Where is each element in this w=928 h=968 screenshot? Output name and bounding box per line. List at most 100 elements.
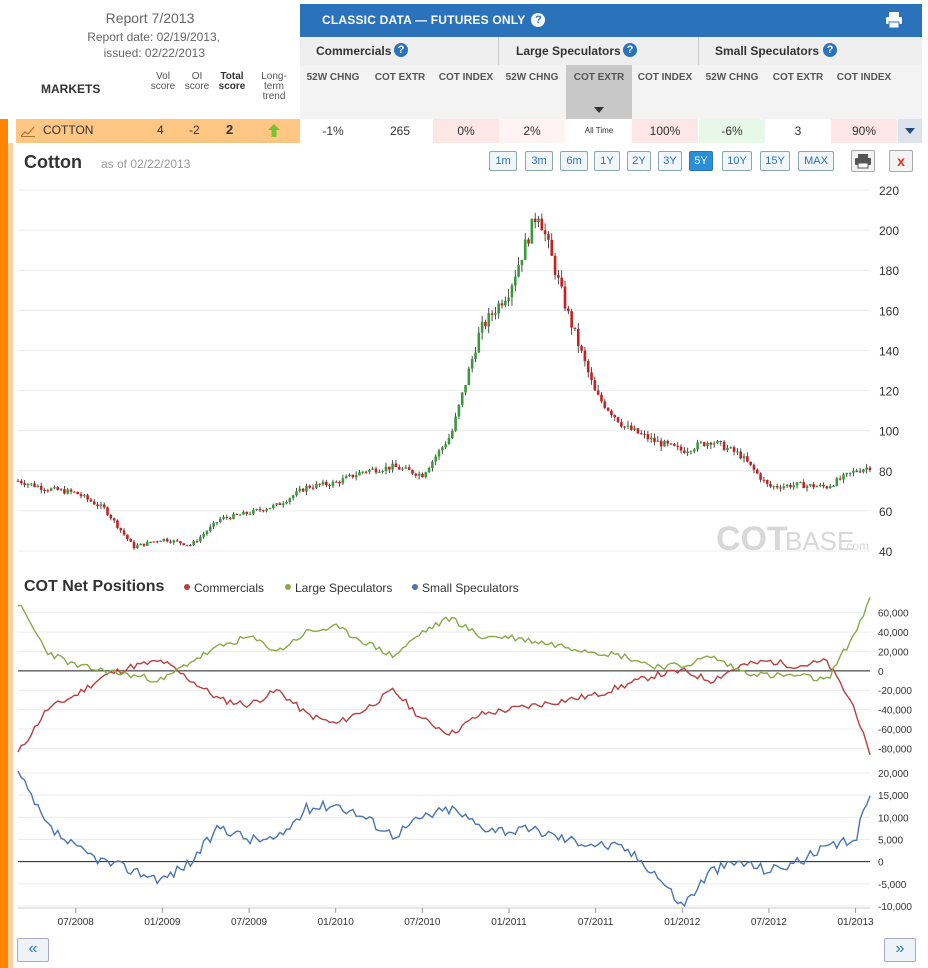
candle-body [192, 541, 196, 546]
candle-body [175, 540, 179, 542]
subheader-7[interactable]: COT EXTR [772, 72, 824, 83]
candle-body [643, 433, 646, 435]
subheader-6[interactable]: 52W CHNG [705, 72, 759, 83]
row-value-7: 3 [765, 119, 831, 143]
candle-body [852, 470, 855, 473]
range-button-1m[interactable]: 1m [489, 151, 517, 171]
price-y-tick: 120 [879, 385, 899, 399]
range-button-5y[interactable]: 5Y [689, 151, 713, 171]
candle-body [779, 487, 782, 489]
double-chevron-left-icon: « [28, 940, 38, 957]
candle-body [265, 509, 268, 511]
price-y-tick: 40 [879, 545, 893, 559]
candle-body [291, 495, 295, 499]
large-speculators-line [17, 597, 871, 683]
print-icon[interactable] [884, 10, 904, 30]
candle-body [683, 450, 686, 453]
range-button-2y[interactable]: 2Y [627, 151, 651, 171]
subheader-8[interactable]: COT INDEX [836, 72, 892, 83]
market-row-cotton[interactable]: COTTON 4 -2 2 [16, 119, 300, 143]
vol-score-header[interactable]: Vol score [150, 71, 176, 92]
subheader-1[interactable]: COT EXTR [374, 72, 426, 83]
candle-body [765, 480, 769, 484]
row-value-8: 90% [831, 119, 897, 143]
candle-body [252, 509, 255, 514]
small-y-tick: 10,000 [878, 813, 909, 824]
candle-body [772, 486, 776, 488]
candle-body [99, 504, 103, 507]
candle-body [378, 471, 381, 473]
legend-marker [412, 584, 418, 590]
range-button-10y[interactable]: 10Y [722, 151, 752, 171]
candle-body [116, 520, 119, 528]
x-tick-label: 07/2011 [578, 917, 614, 928]
help-icon[interactable]: ? [394, 43, 408, 57]
total-score: 2 [226, 122, 234, 137]
chart-close-button[interactable]: x [889, 150, 913, 172]
candle-body [344, 476, 348, 479]
candle-body [460, 392, 464, 405]
candle-body [606, 407, 610, 411]
candle-body [858, 471, 862, 473]
subheader-0[interactable]: 52W CHNG [306, 72, 360, 83]
candle-body [610, 410, 613, 416]
candle-body [53, 487, 56, 489]
row-expand-toggle[interactable] [898, 119, 922, 143]
price-y-tick: 80 [879, 465, 893, 479]
group-large-speculators: Large Speculators? [499, 37, 699, 65]
chart-left-accent-light [8, 143, 13, 968]
candle-body [39, 485, 43, 490]
candle-body [580, 346, 583, 351]
candle-body [567, 308, 570, 312]
range-button-max[interactable]: MAX [798, 151, 834, 171]
candle-body [295, 491, 298, 496]
total-score-header[interactable]: Total score [218, 71, 246, 92]
markets-column-header[interactable]: MARKETS [41, 82, 101, 96]
candle-body [414, 473, 418, 476]
candle-body [444, 444, 447, 448]
range-button-6m[interactable]: 6m [560, 151, 588, 171]
candle-body [417, 473, 421, 476]
candle-body [242, 511, 245, 515]
subheader-4[interactable]: COT EXTR [573, 72, 625, 83]
scroll-right-button[interactable]: » [884, 938, 916, 962]
help-icon[interactable]: ? [531, 13, 546, 27]
range-button-3m[interactable]: 3m [525, 151, 553, 171]
candle-body [500, 303, 504, 306]
candle-body [818, 484, 822, 487]
candle-body [487, 313, 491, 327]
subheader-5[interactable]: COT INDEX [637, 72, 693, 83]
oi-score-header[interactable]: OI score [184, 71, 210, 92]
scroll-left-button[interactable]: « [17, 938, 49, 962]
trend-header[interactable]: Long-term trend [261, 71, 287, 102]
candle-body [626, 425, 630, 427]
candle-body [454, 416, 457, 431]
range-button-3y[interactable]: 3Y [658, 151, 682, 171]
candle-body [782, 486, 786, 489]
subheader-3[interactable]: 52W CHNG [505, 72, 559, 83]
sort-desc-icon[interactable] [594, 100, 604, 118]
candle-body [480, 321, 484, 333]
candle-body [182, 543, 186, 546]
candle-body [686, 451, 689, 453]
candle-body [338, 481, 341, 484]
candle-body [66, 489, 70, 494]
candle-body [613, 415, 617, 418]
caret-down-icon [905, 128, 915, 134]
market-name[interactable]: COTTON [43, 123, 94, 137]
candle-body [603, 401, 607, 408]
oi-score: -2 [189, 123, 200, 137]
candle-body [387, 466, 391, 470]
price-y-tick: 60 [879, 505, 893, 519]
legend-label: Commercials [194, 581, 264, 595]
range-button-1y[interactable]: 1Y [594, 151, 620, 171]
candle-body [199, 536, 202, 542]
subheader-2[interactable]: COT INDEX [438, 72, 494, 83]
range-button-15y[interactable]: 15Y [760, 151, 790, 171]
chart-print-button[interactable] [851, 150, 875, 172]
help-icon[interactable]: ? [823, 43, 837, 57]
candle-body [185, 544, 189, 546]
help-icon[interactable]: ? [623, 43, 637, 57]
candle-body [623, 426, 626, 428]
candle-body [358, 472, 361, 476]
